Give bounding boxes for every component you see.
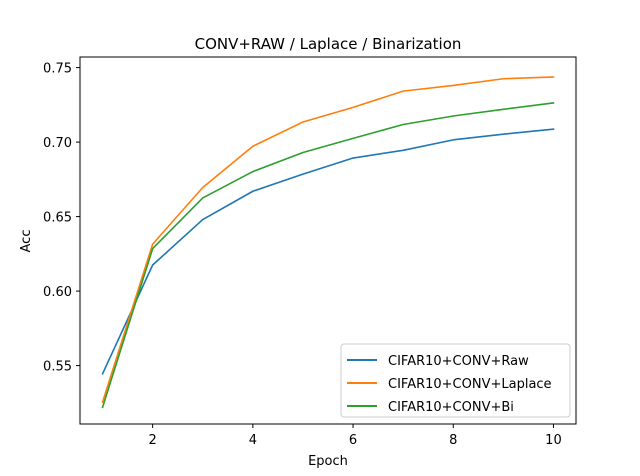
y-tick-label: 0.55 bbox=[43, 360, 72, 375]
chart-title: CONV+RAW / Laplace / Binarization bbox=[195, 35, 462, 53]
series-line-2 bbox=[101, 76, 555, 404]
y-tick-label: 0.75 bbox=[43, 62, 72, 77]
y-axis-label: Acc bbox=[19, 230, 34, 253]
legend-label-2: CIFAR10+CONV+Laplace bbox=[388, 377, 552, 392]
plot-frame bbox=[79, 56, 577, 425]
x-axis-ticks: 2 4 6 8 10 bbox=[149, 424, 562, 448]
series-line-1 bbox=[101, 128, 555, 375]
y-tick-label: 0.65 bbox=[43, 211, 72, 226]
legend-label-1: CIFAR10+CONV+Raw bbox=[388, 354, 529, 369]
legend: CIFAR10+CONV+Raw CIFAR10+CONV+Laplace CIFA… bbox=[340, 343, 571, 418]
y-tick-label: 0.60 bbox=[43, 285, 72, 300]
x-tick-label: 10 bbox=[545, 433, 562, 448]
series-line-3 bbox=[101, 101, 555, 409]
legend-label-3: CIFAR10+CONV+Bi bbox=[388, 400, 514, 415]
y-axis-ticks: 0.55 0.60 0.65 0.70 0.75 bbox=[43, 62, 80, 375]
x-tick-label: 2 bbox=[149, 433, 157, 448]
x-tick-label: 4 bbox=[249, 433, 257, 448]
x-tick-label: 8 bbox=[449, 433, 457, 448]
legend-entries: CIFAR10+CONV+Raw CIFAR10+CONV+Laplace CIFA… bbox=[347, 354, 552, 415]
x-axis-label: Epoch bbox=[308, 454, 348, 469]
series-lines bbox=[101, 76, 555, 409]
x-tick-label: 6 bbox=[349, 433, 357, 448]
y-tick-label: 0.70 bbox=[43, 136, 72, 151]
legend-box bbox=[340, 343, 571, 418]
